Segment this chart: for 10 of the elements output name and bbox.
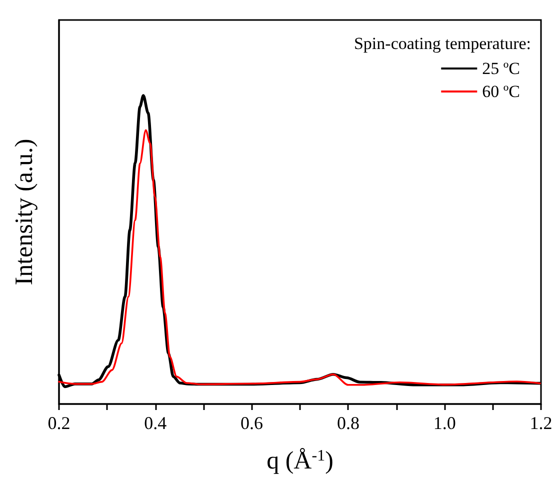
x-tick-label: 0.8 <box>336 413 360 433</box>
x-tick-label: 0.6 <box>240 413 264 433</box>
legend-label: 25 ºC <box>482 59 520 78</box>
x-tick-label: 1.2 <box>530 413 552 433</box>
y-axis-title: Intensity (a.u.) <box>11 138 38 286</box>
x-tick-label: 0.4 <box>144 413 167 433</box>
x-tick-label: 0.2 <box>48 413 70 433</box>
legend-title: Spin-coating temperature: <box>354 34 532 53</box>
legend-label: 60 ºC <box>482 82 520 101</box>
x-tick-label: 1.0 <box>433 413 456 433</box>
